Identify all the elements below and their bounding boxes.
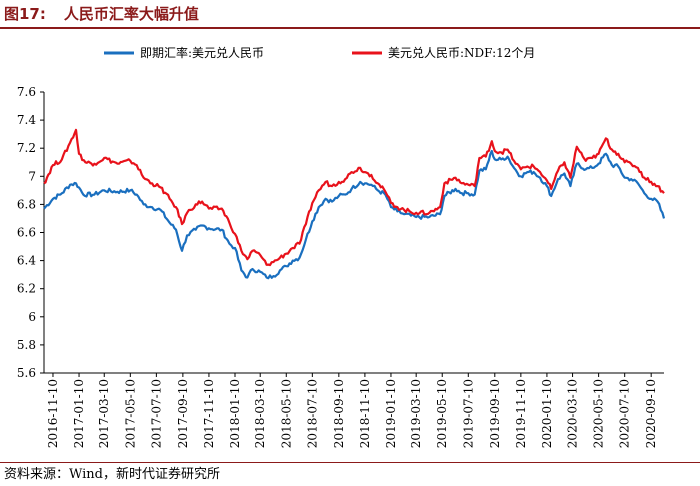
y-axis: 5.6 5.8 6 6.2 6.4 6.6 6.8 7 7.2 7.4 7.6	[17, 85, 44, 380]
series-lines	[43, 128, 666, 280]
source-note: 资料来源：Wind，新时代证券研究所	[4, 467, 220, 482]
x-tick-label: 2017-05-10	[123, 379, 137, 448]
x-tick-label: 2019-11-10	[514, 379, 528, 448]
x-tick-label: 2017-11-10	[202, 379, 216, 448]
y-tick-label: 6.8	[17, 197, 36, 211]
y-tick-label: 7.6	[17, 85, 36, 99]
figure-title: 图17: 人民币汇率大幅升值	[4, 2, 199, 26]
legend-label-2: 美元兑人民币:NDF:12个月	[388, 46, 535, 60]
x-axis: 2016-11-10 2017-01-10 2017-03-10 2017-05-10…	[46, 373, 658, 448]
plot-frame	[43, 92, 664, 374]
x-tick-label: 2017-01-10	[72, 379, 86, 448]
x-tick-label: 2017-07-10	[149, 379, 163, 448]
x-tick-label: 2020-03-10	[566, 379, 580, 448]
title-rule	[0, 27, 700, 29]
x-tick-label: 2020-01-10	[540, 379, 554, 448]
figure-number: 图17:	[4, 5, 46, 23]
x-tick-label: 2019-05-10	[435, 379, 449, 448]
figure-title-text: 人民币汇率大幅升值	[63, 5, 199, 23]
x-tick-label: 2018-05-10	[279, 379, 293, 448]
x-tick-label: 2018-11-10	[358, 379, 372, 448]
y-tick-label: 5.8	[17, 338, 36, 352]
x-tick-label: 2017-03-10	[97, 379, 111, 448]
x-tick-label: 2020-07-10	[618, 379, 632, 448]
y-tick-label: 6.6	[17, 226, 36, 240]
x-tick-label: 2019-03-10	[409, 379, 423, 448]
y-tick-label: 6.4	[17, 254, 36, 268]
legend: 即期汇率:美元兑人民币 美元兑人民币:NDF:12个月	[104, 45, 535, 60]
x-tick-label: 2018-03-10	[253, 379, 267, 448]
y-tick-label: 5.6	[17, 366, 36, 380]
x-tick-label: 2019-01-10	[384, 379, 398, 448]
y-tick-label: 6.2	[17, 282, 36, 296]
series-line-1	[43, 149, 666, 280]
y-tick-label: 7.4	[17, 113, 36, 127]
source-rule	[0, 462, 700, 463]
x-tick-label: 2018-01-10	[228, 379, 242, 448]
x-tick-label: 2018-09-10	[332, 379, 346, 448]
y-tick-label: 7	[28, 169, 36, 183]
x-tick-label: 2019-07-10	[461, 379, 475, 448]
series-line-2	[43, 128, 665, 267]
x-tick-label: 2020-05-10	[592, 379, 606, 448]
x-tick-label: 2019-09-10	[488, 379, 502, 448]
x-tick-label: 2018-07-10	[305, 379, 319, 448]
x-tick-label: 2016-11-10	[46, 379, 60, 448]
x-tick-label: 2020-09-10	[644, 379, 658, 448]
x-tick-label: 2017-09-10	[176, 379, 190, 448]
y-tick-label: 6	[28, 310, 36, 324]
y-tick-label: 7.2	[17, 141, 36, 155]
legend-label-1: 即期汇率:美元兑人民币	[140, 45, 264, 60]
